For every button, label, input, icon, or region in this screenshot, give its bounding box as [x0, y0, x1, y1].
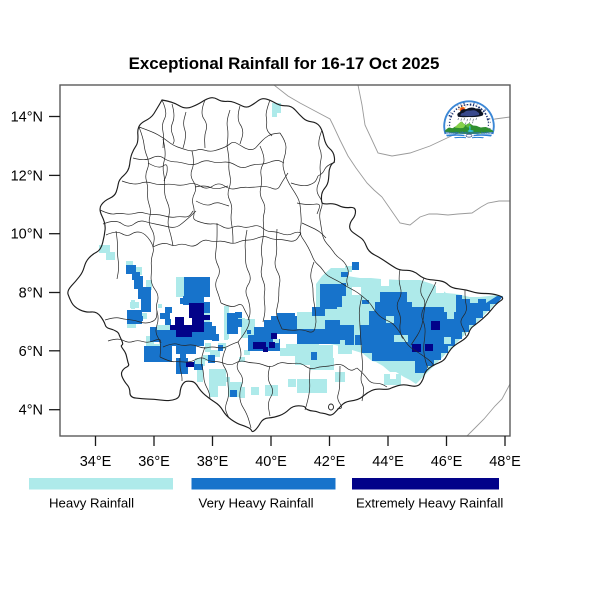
svg-text:4°N: 4°N [19, 403, 43, 419]
svg-text:34°E: 34°E [80, 454, 112, 470]
svg-text:Very Heavy Rainfall: Very Heavy Rainfall [199, 496, 314, 511]
svg-text:38°E: 38°E [197, 454, 229, 470]
svg-text:Heavy Rainfall: Heavy Rainfall [49, 496, 134, 511]
svg-text:10°N: 10°N [11, 227, 43, 243]
svg-text:36°E: 36°E [138, 454, 170, 470]
svg-text:6°N: 6°N [19, 344, 43, 360]
svg-text:44°E: 44°E [372, 454, 404, 470]
svg-text:Extremely Heavy Rainfall: Extremely Heavy Rainfall [356, 496, 503, 511]
svg-text:Exceptional Rainfall for 16-17: Exceptional Rainfall for 16-17 Oct 2025 [129, 54, 440, 73]
svg-text:46°E: 46°E [431, 454, 463, 470]
svg-text:42°E: 42°E [314, 454, 346, 470]
svg-text:12°N: 12°N [11, 168, 43, 184]
svg-text:48°E: 48°E [489, 454, 521, 470]
svg-text:8°N: 8°N [19, 286, 43, 302]
svg-text:40°E: 40°E [255, 454, 287, 470]
svg-text:14°N: 14°N [11, 110, 43, 126]
